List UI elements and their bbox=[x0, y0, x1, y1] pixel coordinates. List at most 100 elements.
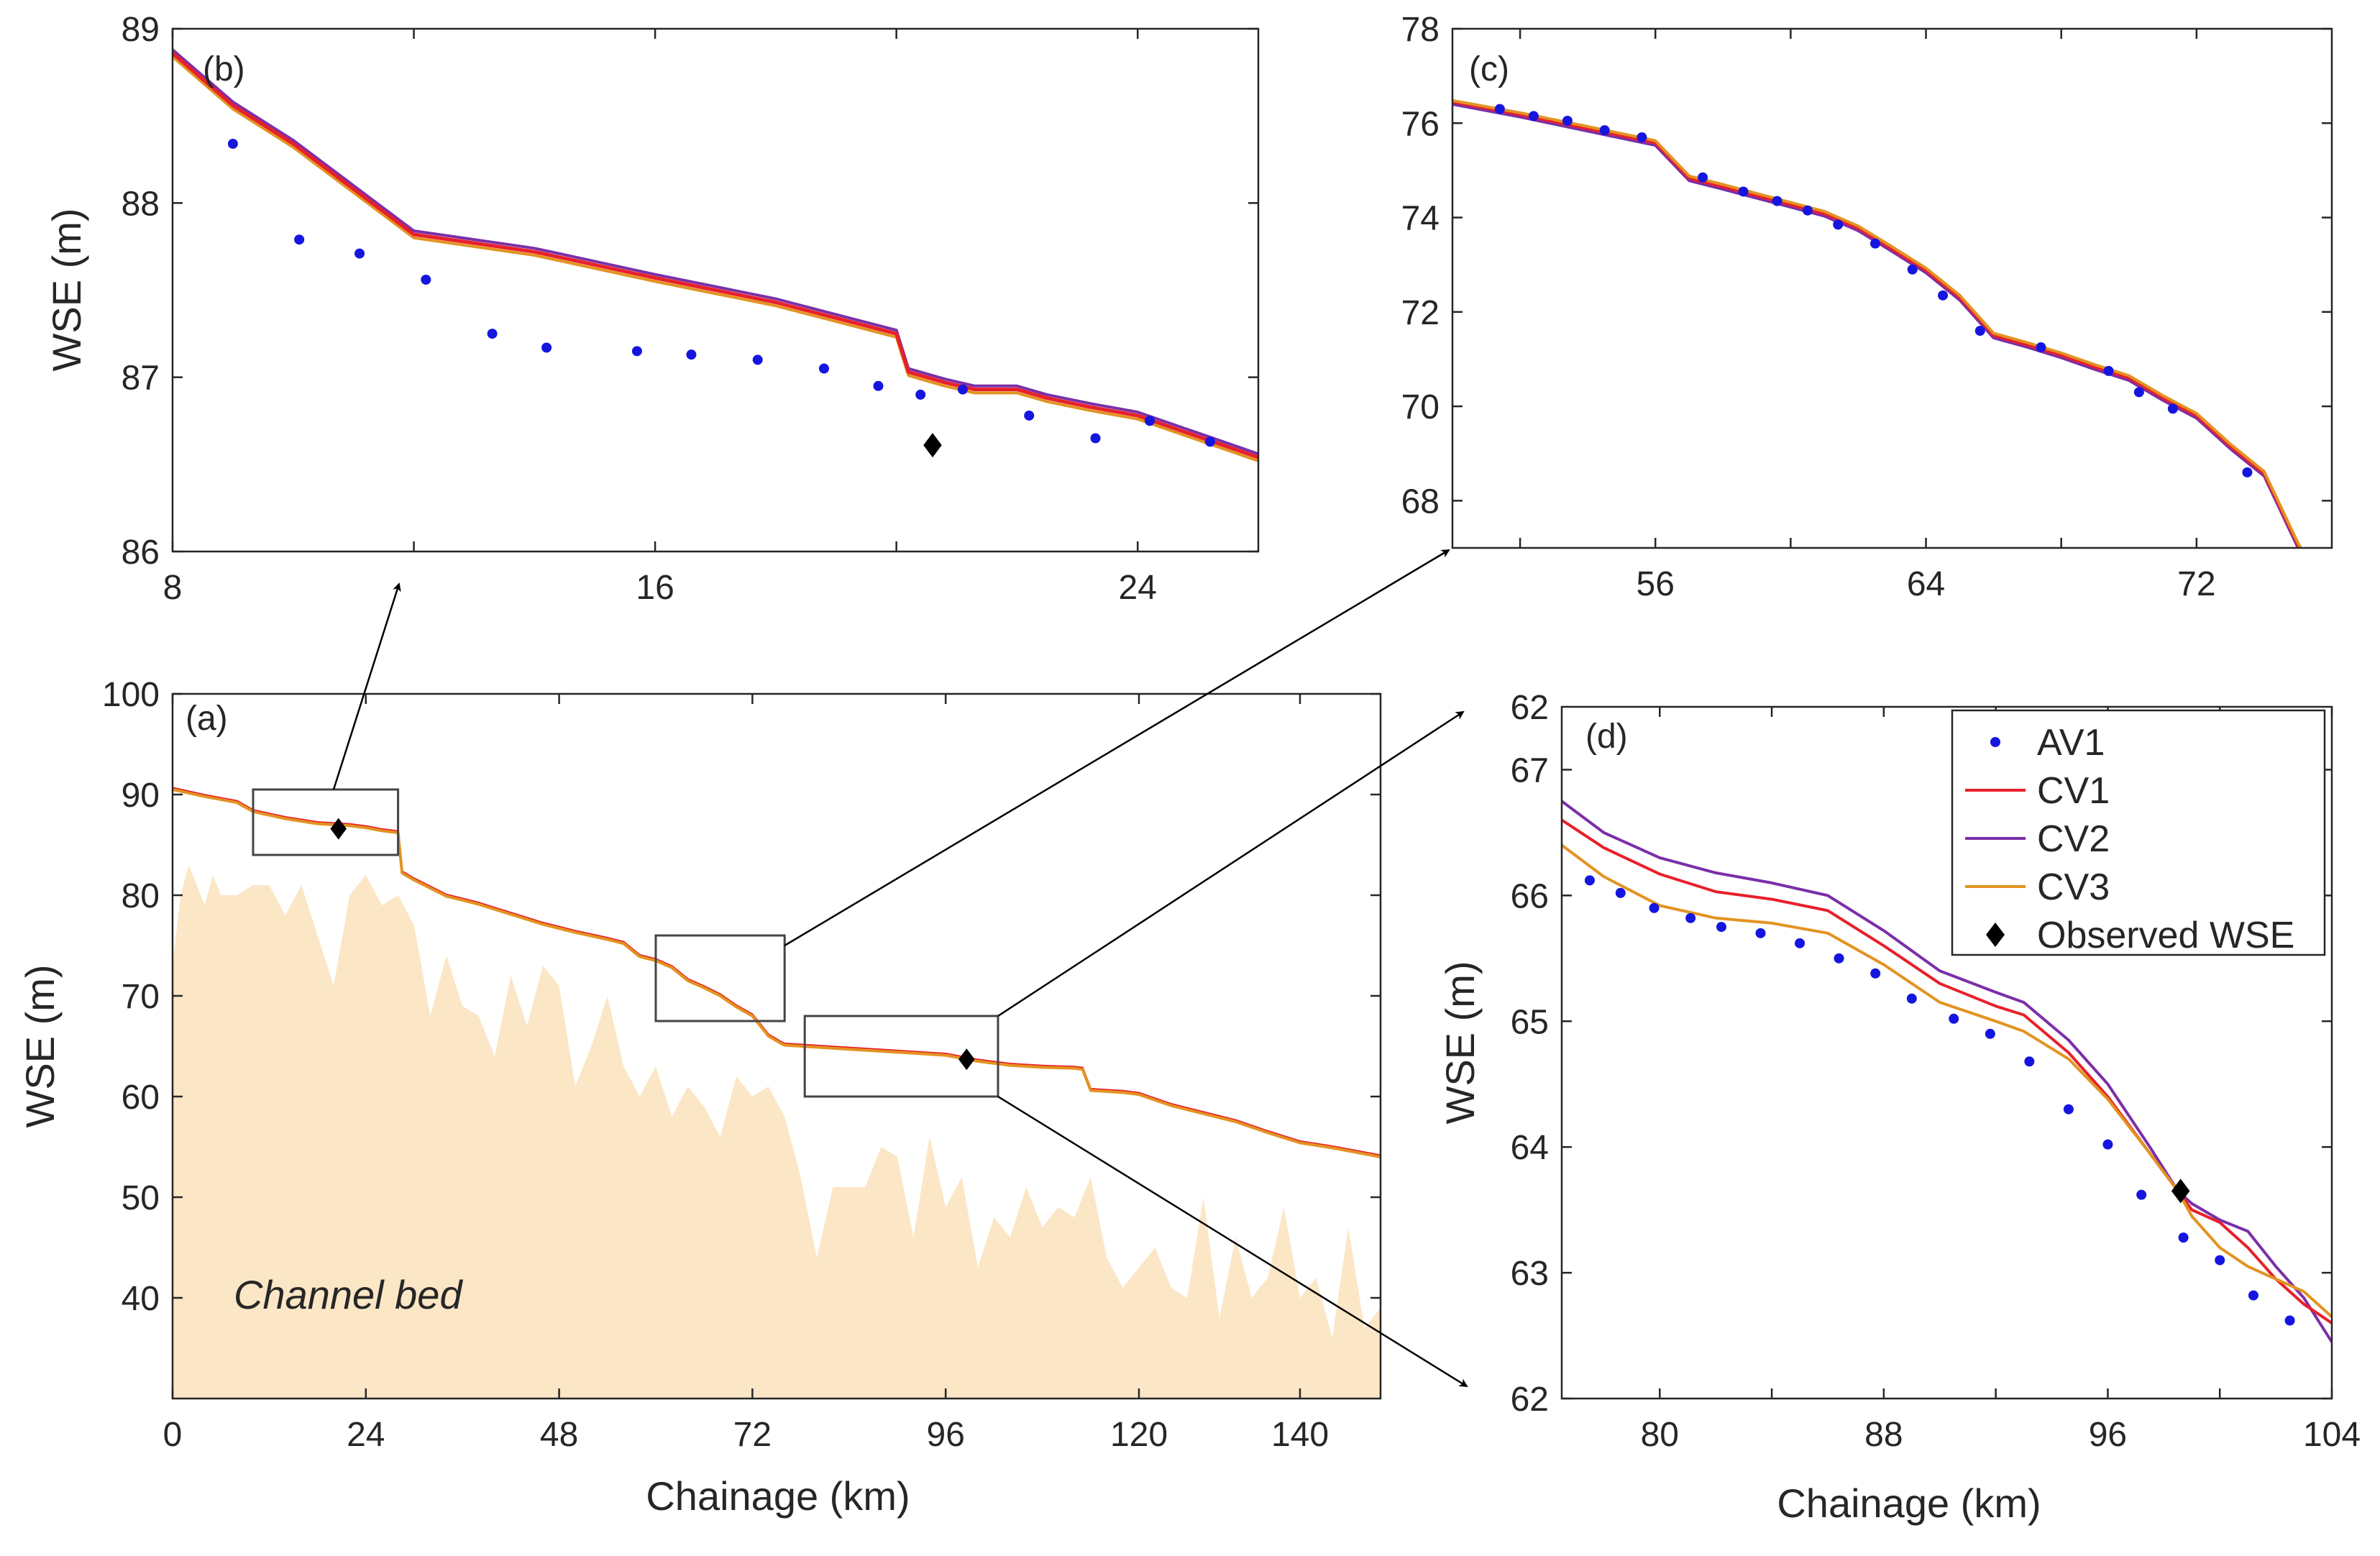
x-tick-label: 48 bbox=[540, 1416, 578, 1454]
legend-item: CV1 bbox=[1965, 770, 2110, 812]
legend-box bbox=[1951, 709, 2326, 956]
av1-point bbox=[294, 234, 305, 245]
y-tick-label: 89 bbox=[122, 11, 160, 49]
zoom-arrow-d bbox=[997, 710, 1465, 1017]
panel-a-frame bbox=[171, 692, 1382, 1400]
zoom-arrow-b bbox=[332, 582, 401, 790]
y-tick-label: 86 bbox=[122, 534, 160, 572]
av1-point bbox=[1615, 887, 1626, 898]
y-tick-label: 78 bbox=[1401, 11, 1440, 49]
panel-d-xlabel: Chainage (km) bbox=[1777, 1481, 2041, 1526]
av1-point bbox=[421, 274, 431, 285]
y-tick-label: 40 bbox=[122, 1280, 160, 1318]
x-tick-label: 16 bbox=[636, 569, 674, 607]
legend-item: CV2 bbox=[1965, 818, 2110, 860]
av1-point bbox=[1716, 922, 1726, 933]
panel-a-xlabel: Chainage (km) bbox=[646, 1473, 910, 1519]
av1-point bbox=[1494, 104, 1505, 114]
y-tick-label: 76 bbox=[1401, 105, 1440, 143]
x-tick-label: 88 bbox=[1864, 1416, 1903, 1454]
zoom-box bbox=[252, 788, 400, 856]
y-tick-label: 100 bbox=[102, 676, 160, 714]
av1-point bbox=[2036, 342, 2046, 353]
panel-c-plot bbox=[1452, 99, 2303, 548]
av1-point bbox=[1907, 264, 1918, 275]
av1-point bbox=[1802, 205, 1813, 216]
panel-a-ylabel: WSE (m) bbox=[17, 964, 63, 1127]
panel-c-axes: 56 64 72 68 70 72 74 76 78 bbox=[1401, 11, 2333, 603]
legend-item: AV1 bbox=[1990, 722, 2105, 764]
av1-point bbox=[1833, 219, 1844, 230]
av1-point bbox=[1938, 290, 1949, 301]
zoom-connectors bbox=[332, 549, 1468, 1388]
cv2-line bbox=[173, 48, 1258, 456]
av1-point bbox=[819, 363, 829, 374]
legend-label: Observed WSE bbox=[2037, 915, 2294, 956]
av1-point bbox=[1685, 912, 1696, 923]
legend-item: Observed WSE bbox=[1986, 915, 2294, 956]
observed-wse-marker bbox=[330, 818, 347, 840]
cv1-line bbox=[1562, 818, 2332, 1324]
panel-c-label: (c) bbox=[1469, 50, 1509, 88]
av1-point bbox=[1974, 326, 1985, 337]
panel-a-label: (a) bbox=[186, 700, 228, 738]
av1-point bbox=[227, 138, 238, 149]
legend-label: CV2 bbox=[2037, 818, 2110, 860]
av1-point bbox=[1204, 436, 1215, 447]
av1-point bbox=[2103, 365, 2114, 376]
legend-av1-dot-icon bbox=[1990, 737, 2000, 747]
legend-item: CV3 bbox=[1965, 866, 2110, 908]
y-tick-label: 90 bbox=[122, 777, 160, 815]
y-tick-label: 67 bbox=[1511, 751, 1549, 790]
y-tick-label: 66 bbox=[1511, 877, 1549, 915]
y-tick-label: 62 bbox=[1511, 1381, 1549, 1419]
x-tick-label: 140 bbox=[1271, 1416, 1329, 1454]
av1-point bbox=[541, 342, 552, 353]
av1-point bbox=[752, 354, 763, 365]
x-tick-label: 24 bbox=[1119, 569, 1157, 607]
av1-point bbox=[957, 384, 968, 395]
x-tick-label: 104 bbox=[2303, 1416, 2361, 1454]
panel-d-axes: 80 88 96 104 62 63 64 65 66 67 bbox=[1511, 705, 2361, 1454]
av1-point bbox=[2133, 387, 2144, 398]
zoom-arrow-d-bottom bbox=[997, 1095, 1468, 1388]
av1-point bbox=[1528, 111, 1539, 122]
cv1-line bbox=[173, 52, 1258, 459]
av1-point bbox=[1698, 172, 1708, 183]
av1-point bbox=[1870, 968, 1881, 979]
panel-b-ylabel: WSE (m) bbox=[44, 208, 89, 371]
y-tick-label: 60 bbox=[122, 1079, 160, 1117]
av1-point bbox=[2178, 1232, 2189, 1243]
av1-point bbox=[2024, 1056, 2035, 1067]
av1-point bbox=[1795, 938, 1805, 948]
x-tick-label: 80 bbox=[1641, 1416, 1679, 1454]
av1-point bbox=[686, 349, 697, 360]
zoom-box bbox=[654, 934, 786, 1022]
panel-b-label: (b) bbox=[203, 50, 245, 88]
x-tick-label: 64 bbox=[1907, 565, 1945, 603]
av1-point bbox=[1772, 196, 1782, 206]
x-tick-label: 8 bbox=[163, 569, 183, 607]
zoom-box bbox=[803, 1015, 999, 1098]
y-tick-label: 72 bbox=[1401, 294, 1440, 332]
av1-point bbox=[1834, 953, 1844, 964]
zoom-arrow-c bbox=[784, 549, 1450, 947]
legend: AV1 CV1 CV2 CV3 Observed WSE bbox=[1951, 709, 2326, 956]
panel-b: WSE (m) 8 16 24 86 87 88 89 (b) bbox=[44, 11, 1260, 607]
av1-point bbox=[1985, 1028, 1995, 1039]
y-tick-label: 70 bbox=[122, 978, 160, 1016]
x-tick-label: 56 bbox=[1637, 565, 1675, 603]
av1-point bbox=[1649, 902, 1660, 913]
av1-point bbox=[1637, 132, 1647, 142]
cv1-line bbox=[1452, 100, 2302, 548]
channel-bed-area bbox=[173, 865, 1381, 1399]
panel-a: Chainage (km) WSE (m) 0 24 48 72 96 120 140 40 5… bbox=[17, 676, 1382, 1519]
av1-point bbox=[2063, 1104, 2074, 1115]
av1-point bbox=[1584, 875, 1595, 886]
x-tick-label: 24 bbox=[347, 1416, 385, 1454]
av1-point bbox=[2215, 1255, 2225, 1266]
av1-point bbox=[2102, 1139, 2113, 1150]
av1-point bbox=[1949, 1013, 1959, 1024]
observed-wse-marker bbox=[2171, 1179, 2190, 1204]
panel-c-frame bbox=[1451, 27, 2333, 549]
